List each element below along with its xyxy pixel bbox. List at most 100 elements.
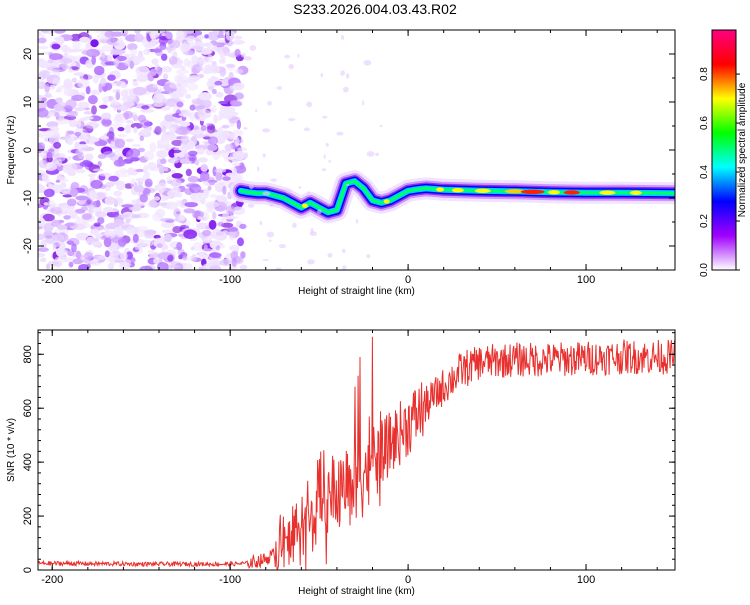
faint-blob (307, 259, 315, 265)
y-axis-label: Frequency (Hz) (6, 116, 17, 185)
faint-blob (342, 265, 347, 270)
noise-blob (190, 193, 197, 200)
noise-blob (129, 156, 140, 162)
noise-blob (42, 30, 49, 34)
noise-blob (232, 39, 246, 45)
y-tick-label: 200 (22, 507, 34, 525)
noise-blob (179, 121, 191, 127)
faint-blob (269, 239, 272, 242)
ridge-band-5 (239, 179, 675, 214)
noise-blob (38, 159, 48, 169)
faint-blob (278, 244, 286, 249)
noise-blob (86, 263, 91, 269)
noise-blob (125, 138, 135, 143)
noise-blob (143, 150, 155, 161)
noise-blob (38, 226, 44, 230)
faint-blob (317, 209, 322, 214)
noise-blob (38, 82, 43, 87)
noise-blob (51, 203, 58, 209)
noise-blob (105, 181, 115, 188)
noise-blob (183, 208, 196, 214)
noise-blob (44, 83, 50, 93)
noise-blob (101, 112, 112, 121)
noise-blob (56, 118, 70, 125)
noise-blob (149, 68, 157, 77)
ridge-hotspot (504, 189, 525, 194)
noise-blob (71, 243, 77, 253)
noise-blob (99, 172, 112, 177)
noise-blob (240, 251, 246, 259)
faint-blob (257, 166, 260, 172)
noise-blob (97, 161, 102, 168)
noise-blob (94, 255, 99, 260)
noise-blob (207, 256, 213, 264)
noise-blob (221, 109, 233, 119)
noise-blob (54, 112, 60, 118)
noise-blob (107, 54, 113, 63)
noise-blob (77, 144, 82, 150)
noise-blob (161, 53, 168, 61)
noise-blob (72, 258, 83, 265)
faint-blob (327, 252, 333, 258)
noise-blob (55, 97, 63, 104)
noise-blob (49, 84, 56, 90)
noise-blob (218, 50, 225, 58)
noise-blob (224, 143, 234, 151)
noise-blob (164, 233, 173, 243)
noise-blob (208, 136, 218, 146)
noise-blob (115, 80, 122, 87)
noise-blob (113, 116, 126, 124)
noise-blob (125, 218, 131, 224)
y-tick-label: 600 (22, 399, 34, 417)
faint-blob (262, 191, 271, 196)
noise-blob (90, 228, 100, 234)
noise-blob (94, 240, 102, 247)
noise-blob (129, 60, 134, 69)
noise-blob (156, 262, 169, 270)
faint-blob (320, 73, 324, 78)
noise-blob (231, 258, 237, 267)
noise-blob (61, 204, 71, 214)
noise-blob (120, 89, 129, 97)
noise-blob (162, 144, 173, 151)
noise-blob (38, 184, 46, 194)
noise-blob (182, 30, 195, 34)
noise-blob (83, 252, 93, 261)
noise-blob (78, 134, 89, 141)
noise-blob (104, 196, 115, 206)
noise-blob (171, 173, 183, 179)
noise-blob (45, 235, 53, 239)
noise-blob (133, 185, 145, 193)
faint-blob (340, 70, 345, 76)
noise-blob (132, 81, 139, 87)
noise-blob (192, 241, 203, 252)
noise-blob (134, 243, 143, 250)
noise-blob (56, 224, 68, 230)
noise-blob (209, 265, 222, 270)
noise-blob (137, 147, 146, 153)
noise-blob (187, 50, 195, 56)
colorbar-tick-label: 0.4 (699, 165, 710, 179)
noise-blob (65, 222, 75, 227)
noise-blob (198, 252, 206, 258)
noise-blob (38, 233, 46, 241)
noise-blob (215, 172, 223, 181)
colorbar-tick-label: 0.0 (699, 263, 710, 277)
noise-blob (178, 254, 183, 260)
faint-blob (343, 86, 349, 93)
noise-blob (178, 214, 186, 222)
noise-blob (131, 214, 141, 219)
noise-blob (104, 30, 116, 38)
noise-blob (55, 179, 61, 183)
noise-blob (178, 233, 185, 237)
noise-blob (46, 151, 53, 159)
noise-blob (232, 82, 245, 91)
y-tick-label: 20 (22, 48, 34, 60)
noise-blob (232, 150, 246, 161)
noise-blob (147, 199, 158, 208)
noise-blob (99, 104, 108, 109)
faint-blob (363, 60, 372, 66)
faint-blob (243, 127, 248, 130)
noise-blob (192, 210, 204, 219)
